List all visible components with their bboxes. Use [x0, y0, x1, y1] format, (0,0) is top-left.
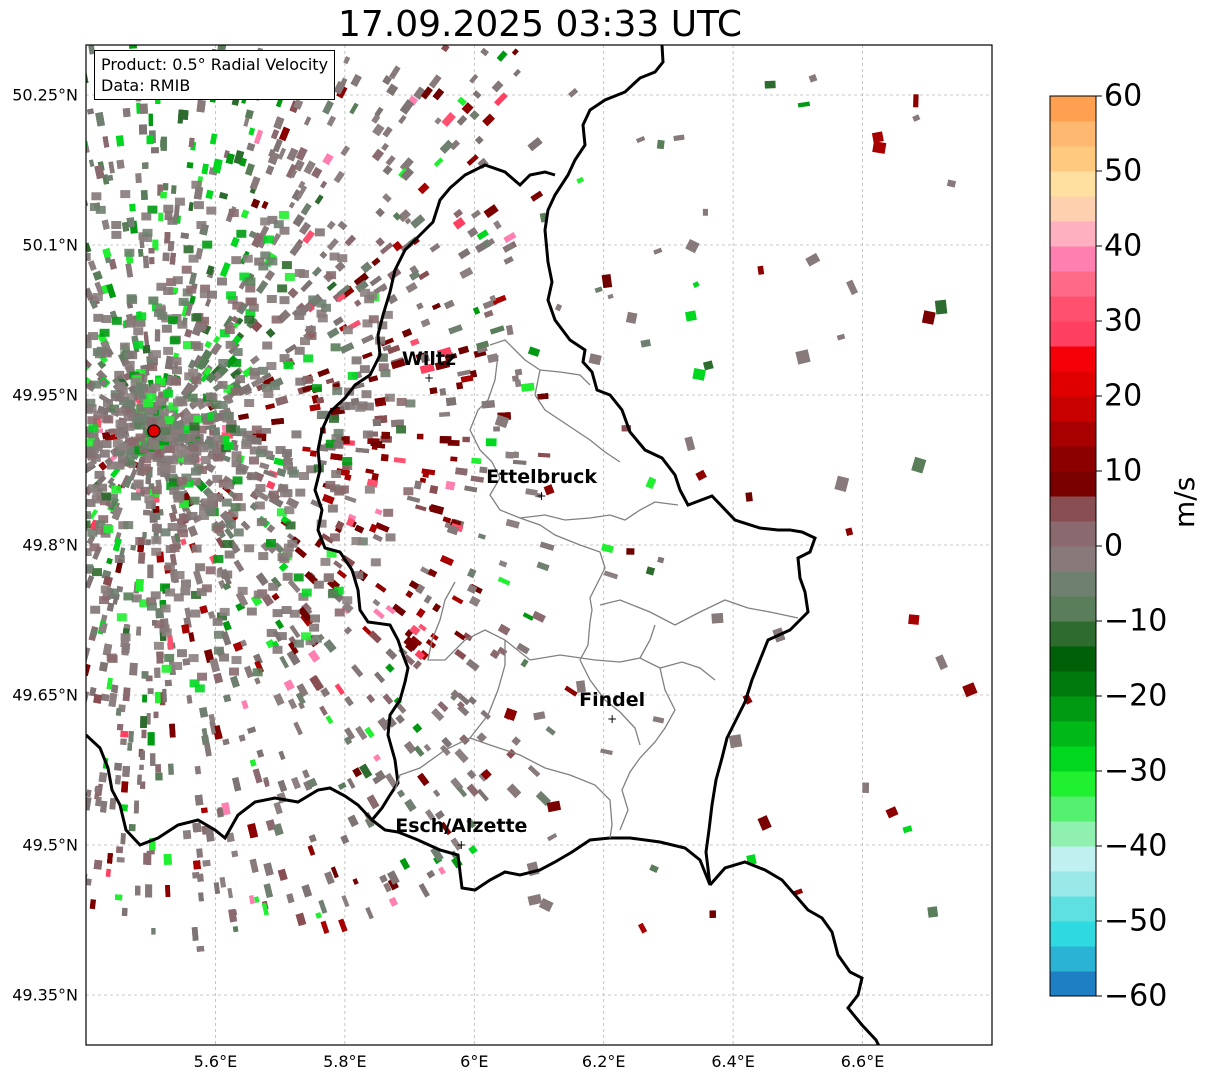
map-title: 17.09.2025 03:33 UTC: [337, 4, 743, 45]
colorbar-segment: [1050, 96, 1096, 122]
city-label: Esch/Alzette: [395, 815, 528, 837]
lon-tick-label: 6°E: [460, 1052, 489, 1071]
colorbar-tick-label: 30: [1104, 303, 1143, 339]
colorbar-segment: [1050, 896, 1096, 922]
city-marker: +: [607, 712, 617, 726]
colorbar-segment: [1050, 621, 1096, 647]
colorbar-segment: [1050, 721, 1096, 747]
colorbar-segment: [1050, 296, 1096, 322]
colorbar-segment: [1050, 121, 1096, 147]
colorbar-segment: [1050, 746, 1096, 772]
city-label: Wiltz: [401, 348, 457, 370]
colorbar-segment: [1050, 321, 1096, 347]
lat-tick-label: 49.35°N: [12, 985, 78, 1005]
radar-site-marker: [147, 424, 161, 438]
colorbar-segment: [1050, 646, 1096, 672]
colorbar-segment: [1050, 271, 1096, 297]
data-source-label: Data: RMIB: [101, 76, 191, 95]
product-label: Product: 0.5° Radial Velocity: [101, 55, 329, 74]
city-marker: +: [537, 489, 547, 503]
country-borders: [86, 45, 881, 1045]
colorbar-tick-label: −40: [1104, 828, 1168, 864]
city-marker: +: [456, 838, 466, 852]
lat-tick-label: 50.1°N: [22, 235, 78, 255]
colorbar-segment: [1050, 521, 1096, 547]
colorbar-tick-label: 40: [1104, 228, 1143, 264]
lat-tick-label: 49.8°N: [22, 535, 78, 555]
colorbar: [1049, 95, 1102, 997]
colorbar-segment: [1050, 546, 1096, 572]
colorbar-segment: [1050, 971, 1096, 997]
colorbar-segment: [1050, 196, 1096, 222]
city-label: Findel: [579, 689, 646, 711]
colorbar-segment: [1050, 346, 1096, 372]
city-marker: +: [424, 371, 434, 385]
luxembourg-district-lines: [394, 339, 799, 839]
radar-echoes: [86, 45, 978, 952]
colorbar-segment: [1050, 221, 1096, 247]
colorbar-segment: [1050, 396, 1096, 422]
colorbar-segment: [1050, 571, 1096, 597]
colorbar-tick-label: 50: [1104, 153, 1143, 189]
colorbar-segment: [1050, 496, 1096, 522]
product-info-box: Product: 0.5° Radial Velocity Data: RMIB: [94, 50, 336, 100]
colorbar-segment: [1050, 946, 1096, 972]
lon-tick-label: 5.6°E: [193, 1052, 238, 1071]
colorbar-tick-label: 0: [1104, 528, 1124, 564]
colorbar-segment: [1050, 846, 1096, 872]
lat-tick-label: 50.25°N: [12, 85, 78, 105]
colorbar-tick-label: −60: [1104, 978, 1168, 1014]
lat-tick-label: 49.95°N: [12, 385, 78, 405]
lat-tick-label: 49.65°N: [12, 685, 78, 705]
colorbar-segment: [1050, 921, 1096, 947]
colorbar-unit-label: m/s: [1168, 476, 1201, 528]
colorbar-tick-label: −20: [1104, 678, 1168, 714]
map-markers: + + + +: [147, 371, 617, 852]
colorbar-tick-label: 20: [1104, 378, 1143, 414]
germany-france-border: [708, 860, 881, 1045]
colorbar-segment: [1050, 371, 1096, 397]
colorbar-tick-label: −10: [1104, 603, 1168, 639]
lat-tick-label: 49.5°N: [22, 835, 78, 855]
colorbar-tick-label: −50: [1104, 903, 1168, 939]
colorbar-segment: [1050, 596, 1096, 622]
lon-tick-label: 6.2°E: [581, 1052, 626, 1071]
colorbar-segment: [1050, 671, 1096, 697]
belgium-france-border: [86, 733, 374, 847]
colorbar-segment: [1050, 421, 1096, 447]
colorbar-tick-label: 60: [1104, 78, 1143, 114]
colorbar-segment: [1050, 146, 1096, 172]
lon-tick-label: 6.4°E: [711, 1052, 755, 1071]
colorbar-segment: [1050, 771, 1096, 797]
colorbar-segment: [1050, 796, 1096, 822]
colorbar-tick-label: −30: [1104, 753, 1168, 789]
lon-tick-label: 5.8°E: [323, 1052, 367, 1071]
map-frame: [85, 44, 993, 1046]
colorbar-segment: [1050, 246, 1096, 272]
colorbar-segment: [1050, 171, 1096, 197]
colorbar-segment: [1050, 821, 1096, 847]
colorbar-segment: [1050, 696, 1096, 722]
colorbar-segment: [1050, 446, 1096, 472]
colorbar-tick-label: 10: [1104, 453, 1143, 489]
lon-tick-label: 6.6°E: [840, 1052, 885, 1071]
colorbar-segment: [1050, 871, 1096, 897]
colorbar-segment: [1050, 471, 1096, 497]
city-label: Ettelbruck: [486, 466, 598, 488]
